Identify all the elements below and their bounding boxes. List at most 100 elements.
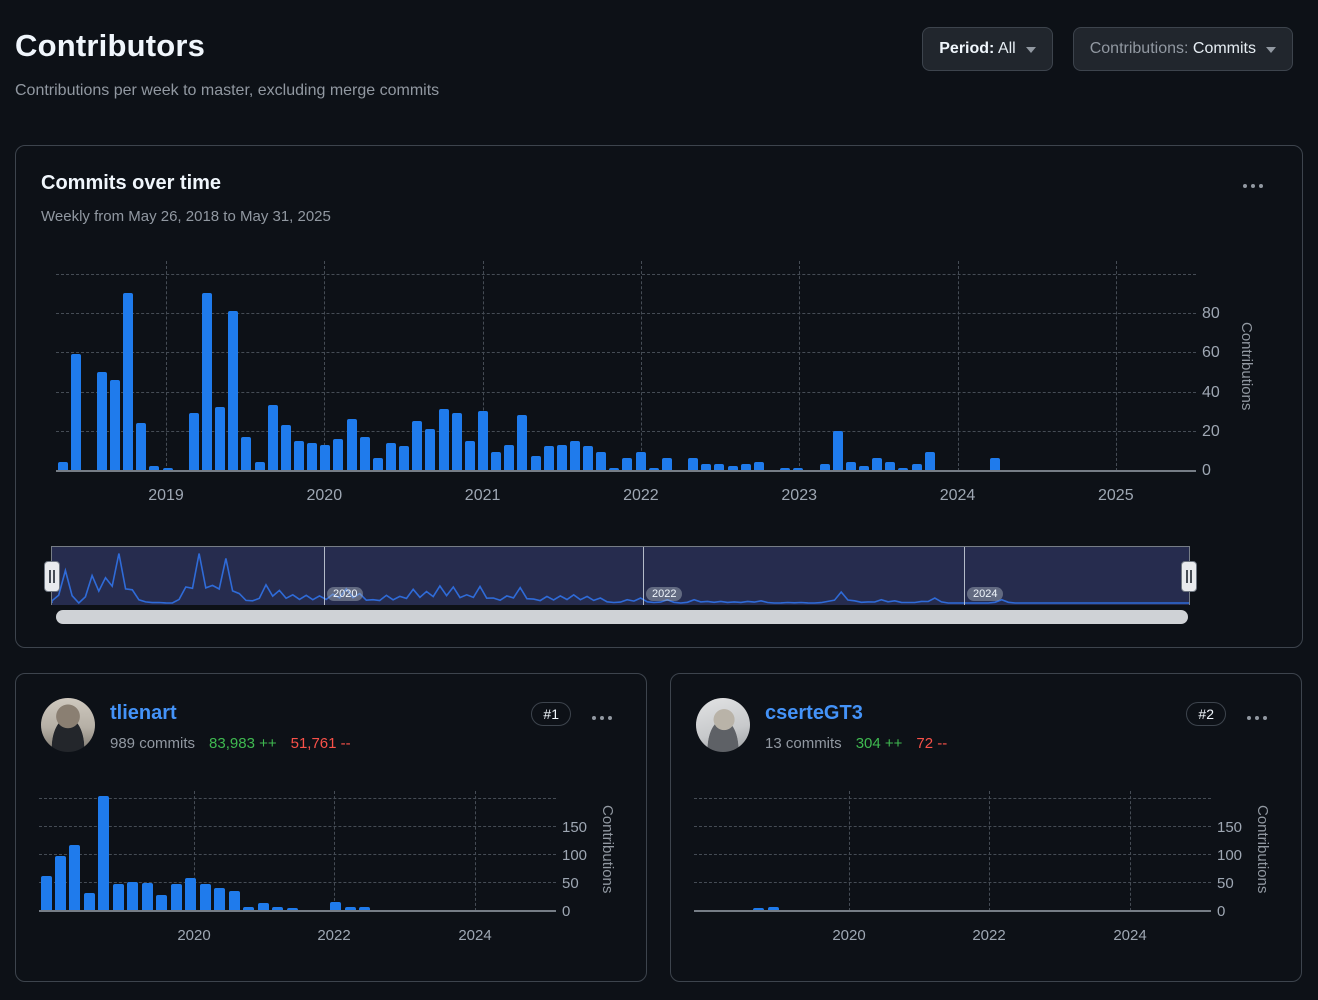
x-tick-label: 2022: [972, 927, 1006, 944]
commit-bar: [241, 436, 252, 470]
x-tick-label: 2023: [781, 487, 817, 504]
commit-bar: [40, 875, 52, 910]
commit-bar: [767, 907, 779, 910]
x-tick-label: 2020: [832, 927, 866, 944]
contributor-stats: 13 commits 304 ++ 72 --: [765, 735, 947, 752]
commit-bar: [69, 844, 81, 910]
rank-badge: #1: [531, 702, 571, 726]
commit-bar: [96, 371, 107, 470]
commit-bar: [648, 468, 659, 470]
commit-bar: [661, 458, 672, 470]
commit-bar: [556, 444, 567, 470]
commit-bar: [228, 311, 239, 470]
commit-bar: [596, 452, 607, 470]
additions-count: 83,983 ++: [209, 735, 277, 752]
contributions-label: Contributions:: [1089, 40, 1189, 57]
commit-bar: [477, 411, 488, 470]
commit-bar: [635, 452, 646, 470]
y-tick-label: 0: [1202, 462, 1211, 479]
contributor-card-cserteGT3: cserteGT3 13 commits 304 ++ 72 -- #2 0 50…: [670, 673, 1302, 982]
x-tick-label: 2021: [464, 487, 501, 504]
contributions-value: Commits: [1192, 40, 1256, 57]
y-tick-label: 100: [562, 846, 588, 864]
kebab-menu-icon[interactable]: [586, 710, 618, 726]
commit-bar: [123, 293, 134, 470]
commit-bar: [780, 468, 791, 470]
avatar[interactable]: [696, 698, 750, 752]
commit-bar: [740, 464, 751, 470]
x-tick-label: 2024: [458, 927, 492, 944]
contributor-username-link[interactable]: tlienart: [110, 702, 177, 724]
chart-title: Commits over time: [41, 172, 222, 194]
commit-bar: [714, 464, 725, 470]
commit-bar: [438, 409, 449, 470]
contributor-stats: 989 commits 83,983 ++ 51,761 --: [110, 735, 351, 752]
commit-bar: [346, 418, 357, 470]
commit-bar: [372, 458, 383, 470]
commit-bar: [57, 462, 68, 470]
commit-bar: [98, 795, 110, 910]
x-tick-label: 2022: [623, 487, 659, 504]
commit-bar: [622, 458, 633, 470]
horizontal-scrollbar[interactable]: [56, 610, 1188, 624]
deletions-count: 51,761 --: [290, 735, 351, 752]
period-dropdown[interactable]: Period: All: [922, 27, 1053, 71]
commit-bar: [215, 407, 226, 470]
commit-bar: [267, 405, 278, 470]
commit-bar: [359, 906, 371, 910]
commit-bar: [149, 466, 160, 470]
avatar[interactable]: [41, 698, 95, 752]
commit-bar: [330, 901, 342, 910]
commit-bar: [257, 903, 269, 910]
commit-bar: [451, 413, 462, 470]
brush-year-label: 2022: [646, 587, 683, 601]
commit-bar: [243, 906, 255, 910]
commit-bar: [272, 907, 284, 910]
kebab-menu-icon[interactable]: [1237, 178, 1269, 194]
commit-bar: [294, 440, 304, 470]
commit-bar: [859, 466, 869, 470]
commit-bar: [320, 444, 331, 470]
commit-bar: [425, 428, 436, 470]
contributions-dropdown[interactable]: Contributions: Commits: [1072, 27, 1293, 71]
commit-bar: [333, 438, 344, 470]
x-tick-label: 2020: [177, 927, 211, 944]
commit-bar: [688, 458, 699, 470]
commit-bar: [504, 444, 515, 470]
brush-year-gridline: [964, 547, 965, 605]
commit-bar: [280, 424, 291, 470]
commit-bar: [530, 456, 541, 470]
commit-bar: [412, 420, 423, 470]
brush-year-gridline: [324, 547, 325, 605]
brush-handle-left[interactable]: [44, 561, 60, 592]
contributor-username-link[interactable]: cserteGT3: [765, 702, 863, 724]
period-label: Period:: [939, 40, 995, 57]
header-controls: Period: All Contributions: Commits: [922, 27, 1293, 71]
commit-bar: [54, 856, 66, 910]
x-tick-label: 2022: [317, 927, 351, 944]
y-tick-label: 40: [1202, 383, 1220, 401]
commit-bar: [359, 436, 370, 470]
kebab-menu-icon[interactable]: [1241, 710, 1273, 726]
commit-bar: [170, 884, 182, 910]
commits-over-time-card: Commits over time Weekly from May 26, 20…: [15, 145, 1303, 648]
commit-bar: [185, 877, 197, 910]
x-tick-label: 2019: [148, 487, 184, 504]
commit-bar: [344, 906, 356, 910]
deletions-count: 72 --: [916, 735, 948, 752]
chevron-down-icon: [1025, 47, 1036, 53]
commit-bar: [83, 893, 95, 910]
commit-count: 13 commits: [765, 735, 842, 752]
contributor-card-tlienart: tlienart 989 commits 83,983 ++ 51,761 --…: [15, 673, 647, 982]
commit-bar: [127, 881, 139, 910]
commit-bar: [307, 442, 318, 470]
commit-bar: [491, 452, 502, 470]
commit-bar: [228, 891, 240, 910]
commit-bar: [188, 413, 199, 470]
y-axis-title: Contributions: [599, 804, 616, 894]
range-selector-brush[interactable]: 2020 2022 2024: [44, 546, 1197, 605]
commit-bar: [70, 354, 81, 470]
y-tick-label: 100: [1217, 846, 1243, 864]
brush-handle-right[interactable]: [1181, 561, 1197, 592]
